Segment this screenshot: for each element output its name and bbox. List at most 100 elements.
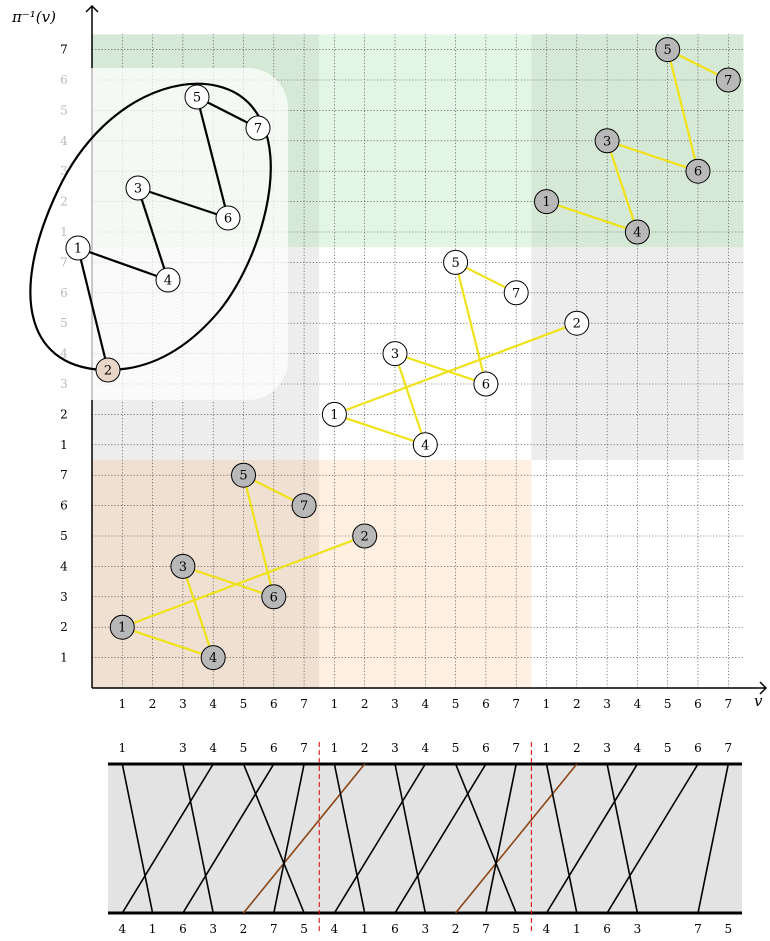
copy-2-node-1: 1 — [321, 401, 347, 427]
inset-node-7: 7 — [245, 115, 271, 141]
node-label: 6 — [694, 165, 702, 180]
perm-line-1-5 — [242, 763, 305, 914]
y-tick-6: 6 — [60, 499, 68, 513]
inset-node-6: 6 — [215, 205, 241, 231]
node-circle — [170, 553, 196, 579]
x-tick-9: 2 — [361, 697, 369, 711]
copy-1-edge-3-4 — [181, 566, 215, 658]
y-axis-title: π⁻¹(v) — [11, 8, 56, 26]
perm-line-2-4 — [333, 763, 426, 914]
perm-bottom-label-3: 6 — [179, 922, 187, 936]
inset-node-1: 1 — [65, 235, 91, 261]
inset-edge-3-6 — [137, 186, 229, 220]
perm-line-3-4 — [545, 763, 639, 914]
node-circle — [715, 67, 741, 93]
node-label: 1 — [118, 621, 126, 636]
inset-edge-5-6 — [195, 96, 230, 219]
x-tick-12: 5 — [452, 697, 460, 711]
perm-top-label-7: 7 — [300, 741, 308, 755]
perm-top-label-3: 3 — [179, 741, 187, 755]
copy-1-node-5: 5 — [231, 462, 256, 488]
node-circle — [685, 158, 711, 184]
perm-top-label-10: 3 — [391, 741, 399, 755]
perm-top-label-6: 6 — [270, 741, 278, 755]
node-circle — [655, 37, 681, 63]
perm-top-label-4: 4 — [209, 741, 217, 755]
x-tick-16: 2 — [573, 697, 581, 711]
x-tick-18: 4 — [634, 697, 642, 711]
node-label: 7 — [512, 286, 520, 301]
node-circle — [215, 205, 241, 231]
y-tick-9: 2 — [60, 407, 68, 421]
node-label: 7 — [254, 122, 262, 137]
node-label: 6 — [224, 212, 232, 227]
node-circle — [352, 523, 378, 549]
copy-2-node-7: 7 — [503, 280, 529, 306]
perm-bottom-label-16: 1 — [573, 922, 581, 936]
copy-1-node-7: 7 — [291, 493, 317, 519]
copy-1-edge-3-6 — [182, 565, 275, 598]
inset-node-5: 5 — [184, 84, 210, 110]
x-tick-labels: 1 2 3 4 5 6 7 1 2 3 4 5 6 7 1 2 3 4 5 6 7 — [118, 697, 732, 711]
perm-top-label-11: 4 — [421, 741, 429, 755]
perm-bottom-label-18: 3 — [634, 922, 642, 936]
copy-1-node-1: 1 — [109, 614, 135, 640]
perm-line-2-3 — [394, 763, 427, 914]
perm-bottom-label-21: 5 — [724, 922, 732, 936]
y-axis-arrow — [85, 4, 99, 13]
node-label: 6 — [482, 378, 490, 393]
perm-bottom-label-2: 1 — [149, 922, 157, 936]
node-circle — [125, 175, 151, 201]
copy-2-edge-1-4 — [334, 413, 426, 446]
node-label: 4 — [421, 438, 429, 453]
node-label: 3 — [134, 182, 142, 197]
copy-2-node-5: 5 — [443, 249, 469, 275]
perm-top-label-15: 1 — [543, 741, 551, 755]
node-label: 5 — [239, 469, 247, 484]
inset-edge-1-2 — [76, 247, 110, 371]
inset-node-3: 3 — [125, 175, 151, 201]
copy-2-edge-3-4 — [393, 353, 427, 446]
node-label: 2 — [104, 364, 112, 379]
x-tick-13: 6 — [482, 697, 490, 711]
perm-bottom-label-4: 3 — [209, 922, 217, 936]
crossing-line-1 — [242, 763, 366, 914]
x-tick-7: 7 — [300, 697, 308, 711]
node-circle — [624, 219, 650, 245]
perm-bottom-label-8: 4 — [331, 922, 339, 936]
x-axis-arrow — [759, 681, 768, 695]
x-tick-19: 5 — [664, 697, 672, 711]
perm-top-label-21: 7 — [724, 741, 732, 755]
copy-1-edge-1-4 — [121, 626, 214, 659]
node-label: 2 — [361, 530, 369, 545]
x-tick-2: 2 — [149, 697, 157, 711]
perm-bottom-label-6: 7 — [270, 922, 278, 936]
node-circle — [65, 235, 91, 261]
node-circle — [503, 280, 529, 306]
perm-bottom-label-15: 4 — [543, 922, 551, 936]
perm-line-1-6 — [182, 763, 275, 914]
perm-top-label-5: 5 — [240, 741, 248, 755]
copy-1-node-6: 6 — [261, 584, 287, 610]
y-tick-5: 5 — [60, 529, 68, 543]
node-label: 4 — [164, 274, 172, 289]
node-label: 5 — [451, 256, 459, 271]
copy-3-edge-3-6 — [606, 139, 699, 173]
node-circle — [291, 493, 317, 519]
perm-line-1-1 — [121, 763, 154, 914]
node-circle — [443, 249, 469, 275]
node-circle — [231, 462, 256, 488]
perm-line-1-4 — [121, 763, 214, 914]
y-tick-3: 3 — [60, 590, 68, 604]
copy-2-node-6: 6 — [473, 371, 499, 397]
inset-edge-3-4 — [136, 187, 170, 281]
copy-1-node-2: 2 — [352, 523, 378, 549]
node-label: 1 — [330, 408, 338, 423]
node-circle — [95, 357, 121, 383]
perm-top-label-9: 2 — [361, 741, 369, 755]
node-label: 2 — [573, 317, 581, 332]
x-tick-20: 6 — [694, 697, 702, 711]
perm-line-2-5 — [454, 763, 517, 914]
y-tick-21: 7 — [60, 43, 68, 57]
node-label: 4 — [209, 651, 217, 666]
